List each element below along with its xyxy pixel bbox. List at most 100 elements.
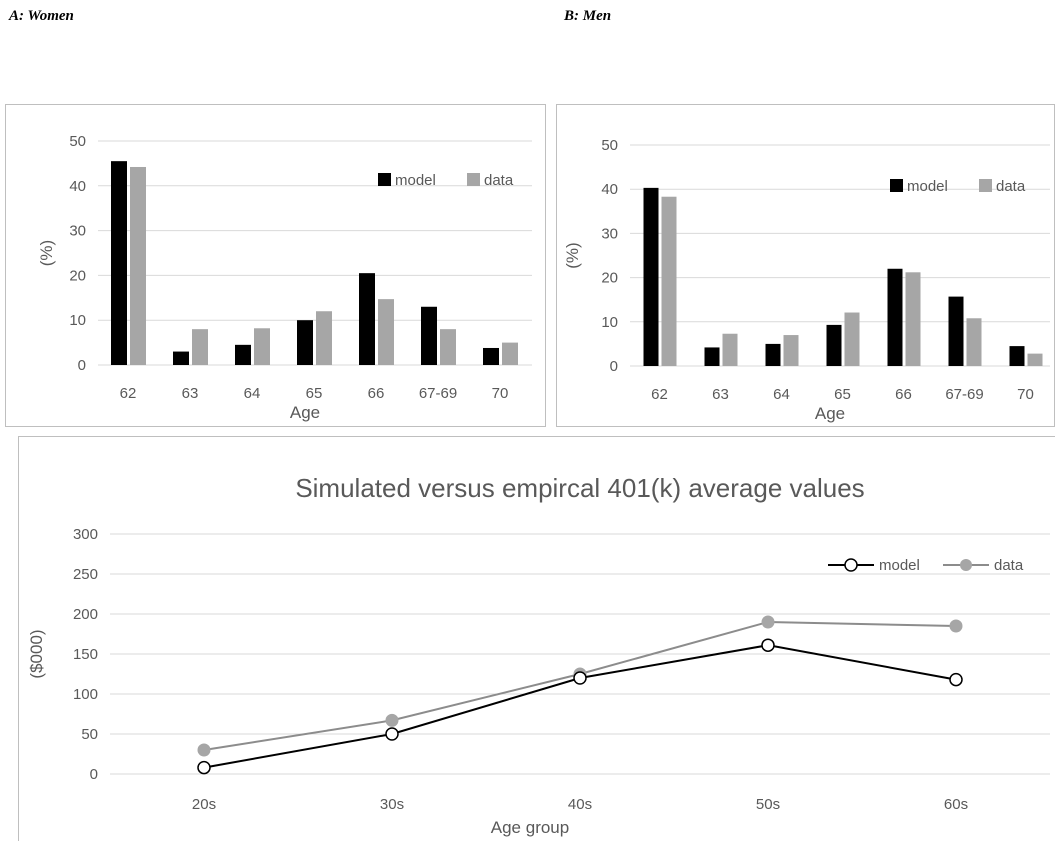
values-legend-label-data: data bbox=[994, 557, 1024, 574]
men-bar-model-64 bbox=[765, 343, 781, 366]
women-x-tick-label: 67-69 bbox=[419, 385, 457, 402]
values-x-tick-label: 30s bbox=[380, 796, 404, 813]
values-point-data-20s bbox=[197, 743, 211, 757]
panel-label-women: A: Women bbox=[9, 8, 74, 24]
women-bar-data-65 bbox=[316, 311, 332, 365]
women-x-tick-label: 66 bbox=[368, 385, 385, 402]
values-y-tick-label: 100 bbox=[73, 686, 98, 703]
women-bar-model-62 bbox=[111, 161, 127, 365]
men-x-tick-label: 62 bbox=[651, 386, 668, 403]
women-x-tick-label: 70 bbox=[492, 385, 509, 402]
values-point-data-30s bbox=[385, 713, 399, 727]
values-line-chart: Simulated versus empircal 401(k) average… bbox=[27, 473, 1050, 837]
values-legend-marker-model bbox=[844, 558, 858, 572]
women-bar-data-66 bbox=[378, 299, 394, 365]
men-bar-model-63 bbox=[704, 347, 720, 366]
women-legend-label-model: model bbox=[395, 172, 436, 189]
men-bar-data-62 bbox=[661, 196, 677, 366]
women-bar-model-63 bbox=[173, 351, 189, 365]
women-y-tick-label: 40 bbox=[69, 178, 86, 195]
men-legend-label-data: data bbox=[996, 178, 1026, 195]
panel-label-men: B: Men bbox=[564, 8, 612, 24]
women-x-tick-label: 63 bbox=[182, 385, 199, 402]
women-y-axis-label: (%) bbox=[37, 240, 56, 266]
values-y-axis-label: ($000) bbox=[27, 629, 46, 678]
values-x-tick-label: 50s bbox=[756, 796, 780, 813]
men-chart-frame bbox=[556, 104, 1055, 427]
men-y-tick-label: 20 bbox=[601, 270, 618, 287]
values-y-tick-label: 150 bbox=[73, 646, 98, 663]
values-point-model-20s bbox=[197, 760, 211, 775]
women-bar-model-64 bbox=[235, 344, 251, 365]
men-bar-data-64 bbox=[783, 335, 799, 366]
values-point-data-50s bbox=[761, 615, 775, 629]
values-y-tick-label: 300 bbox=[73, 526, 98, 543]
women-bar-data-67-69 bbox=[440, 329, 456, 365]
men-x-tick-label: 63 bbox=[712, 386, 729, 403]
values-x-tick-label: 40s bbox=[568, 796, 592, 813]
values-point-model-40s bbox=[573, 671, 587, 685]
men-bar-data-70 bbox=[1027, 353, 1043, 366]
women-bar-model-65 bbox=[297, 320, 313, 365]
men-legend-label-model: model bbox=[907, 178, 948, 195]
women-bar-chart: 0 10 20 30 40 50 (%) 62 63 64 65 66 67-69 70 Age model d… bbox=[37, 133, 532, 422]
men-y-tick-label: 30 bbox=[601, 225, 618, 242]
men-y-tick-label: 0 bbox=[610, 358, 618, 375]
women-x-tick-label: 65 bbox=[306, 385, 323, 402]
women-chart-frame bbox=[5, 104, 546, 427]
women-legend-label-data: data bbox=[484, 172, 514, 189]
values-point-model-60s bbox=[949, 672, 963, 687]
women-legend-swatch-data bbox=[467, 173, 480, 186]
values-point-model-30s bbox=[385, 727, 399, 741]
chart-title: Simulated versus empircal 401(k) average… bbox=[295, 473, 864, 503]
men-y-axis-label: (%) bbox=[563, 242, 582, 268]
men-x-tick-label: 70 bbox=[1017, 386, 1034, 403]
values-x-tick-label: 20s bbox=[192, 796, 216, 813]
men-bar-model-70 bbox=[1009, 346, 1025, 366]
men-y-tick-label: 10 bbox=[601, 314, 618, 331]
men-legend-swatch-data bbox=[979, 179, 992, 192]
values-point-model-50s bbox=[761, 638, 775, 652]
women-bar-data-64 bbox=[254, 328, 270, 365]
women-x-axis-label: Age bbox=[290, 403, 320, 422]
men-bar-data-67-69 bbox=[966, 318, 982, 366]
men-x-tick-label: 65 bbox=[834, 386, 851, 403]
men-bar-model-62 bbox=[643, 187, 659, 366]
values-x-tick-label: 60s bbox=[944, 796, 968, 813]
women-x-tick-label: 64 bbox=[244, 385, 261, 402]
men-x-tick-label: 67-69 bbox=[945, 386, 983, 403]
women-y-tick-label: 0 bbox=[78, 357, 86, 374]
men-x-tick-label: 64 bbox=[773, 386, 790, 403]
women-bar-data-62 bbox=[130, 166, 146, 365]
men-x-axis-label: Age bbox=[815, 404, 845, 423]
men-x-tick-label: 66 bbox=[895, 386, 912, 403]
women-legend-swatch-model bbox=[378, 173, 391, 186]
values-point-data-60s bbox=[949, 619, 963, 633]
men-bar-model-67-69 bbox=[948, 296, 964, 366]
values-legend-label-model: model bbox=[879, 557, 920, 574]
women-bar-model-66 bbox=[359, 273, 375, 365]
men-bar-model-66 bbox=[887, 268, 903, 366]
values-y-tick-label: 200 bbox=[73, 606, 98, 623]
women-y-tick-label: 20 bbox=[69, 267, 86, 284]
men-bar-data-65 bbox=[844, 312, 860, 366]
men-bar-data-63 bbox=[722, 333, 738, 366]
values-y-tick-label: 50 bbox=[81, 726, 98, 743]
women-bar-model-67-69 bbox=[421, 306, 437, 365]
men-y-tick-label: 50 bbox=[601, 137, 618, 154]
men-y-tick-label: 40 bbox=[601, 181, 618, 198]
values-y-tick-label: 250 bbox=[73, 566, 98, 583]
women-x-tick-label: 62 bbox=[120, 385, 137, 402]
men-legend-swatch-model bbox=[890, 179, 903, 192]
women-y-tick-label: 10 bbox=[69, 312, 86, 329]
values-legend-marker-data bbox=[960, 559, 972, 571]
men-bar-data-66 bbox=[905, 272, 921, 366]
women-bar-data-70 bbox=[502, 342, 518, 365]
women-bar-data-63 bbox=[192, 329, 208, 365]
values-y-tick-label: 0 bbox=[90, 766, 98, 783]
women-y-tick-label: 50 bbox=[69, 133, 86, 150]
values-x-axis-label: Age group bbox=[491, 818, 569, 837]
women-bar-model-70 bbox=[483, 347, 499, 365]
women-y-tick-label: 30 bbox=[69, 223, 86, 240]
